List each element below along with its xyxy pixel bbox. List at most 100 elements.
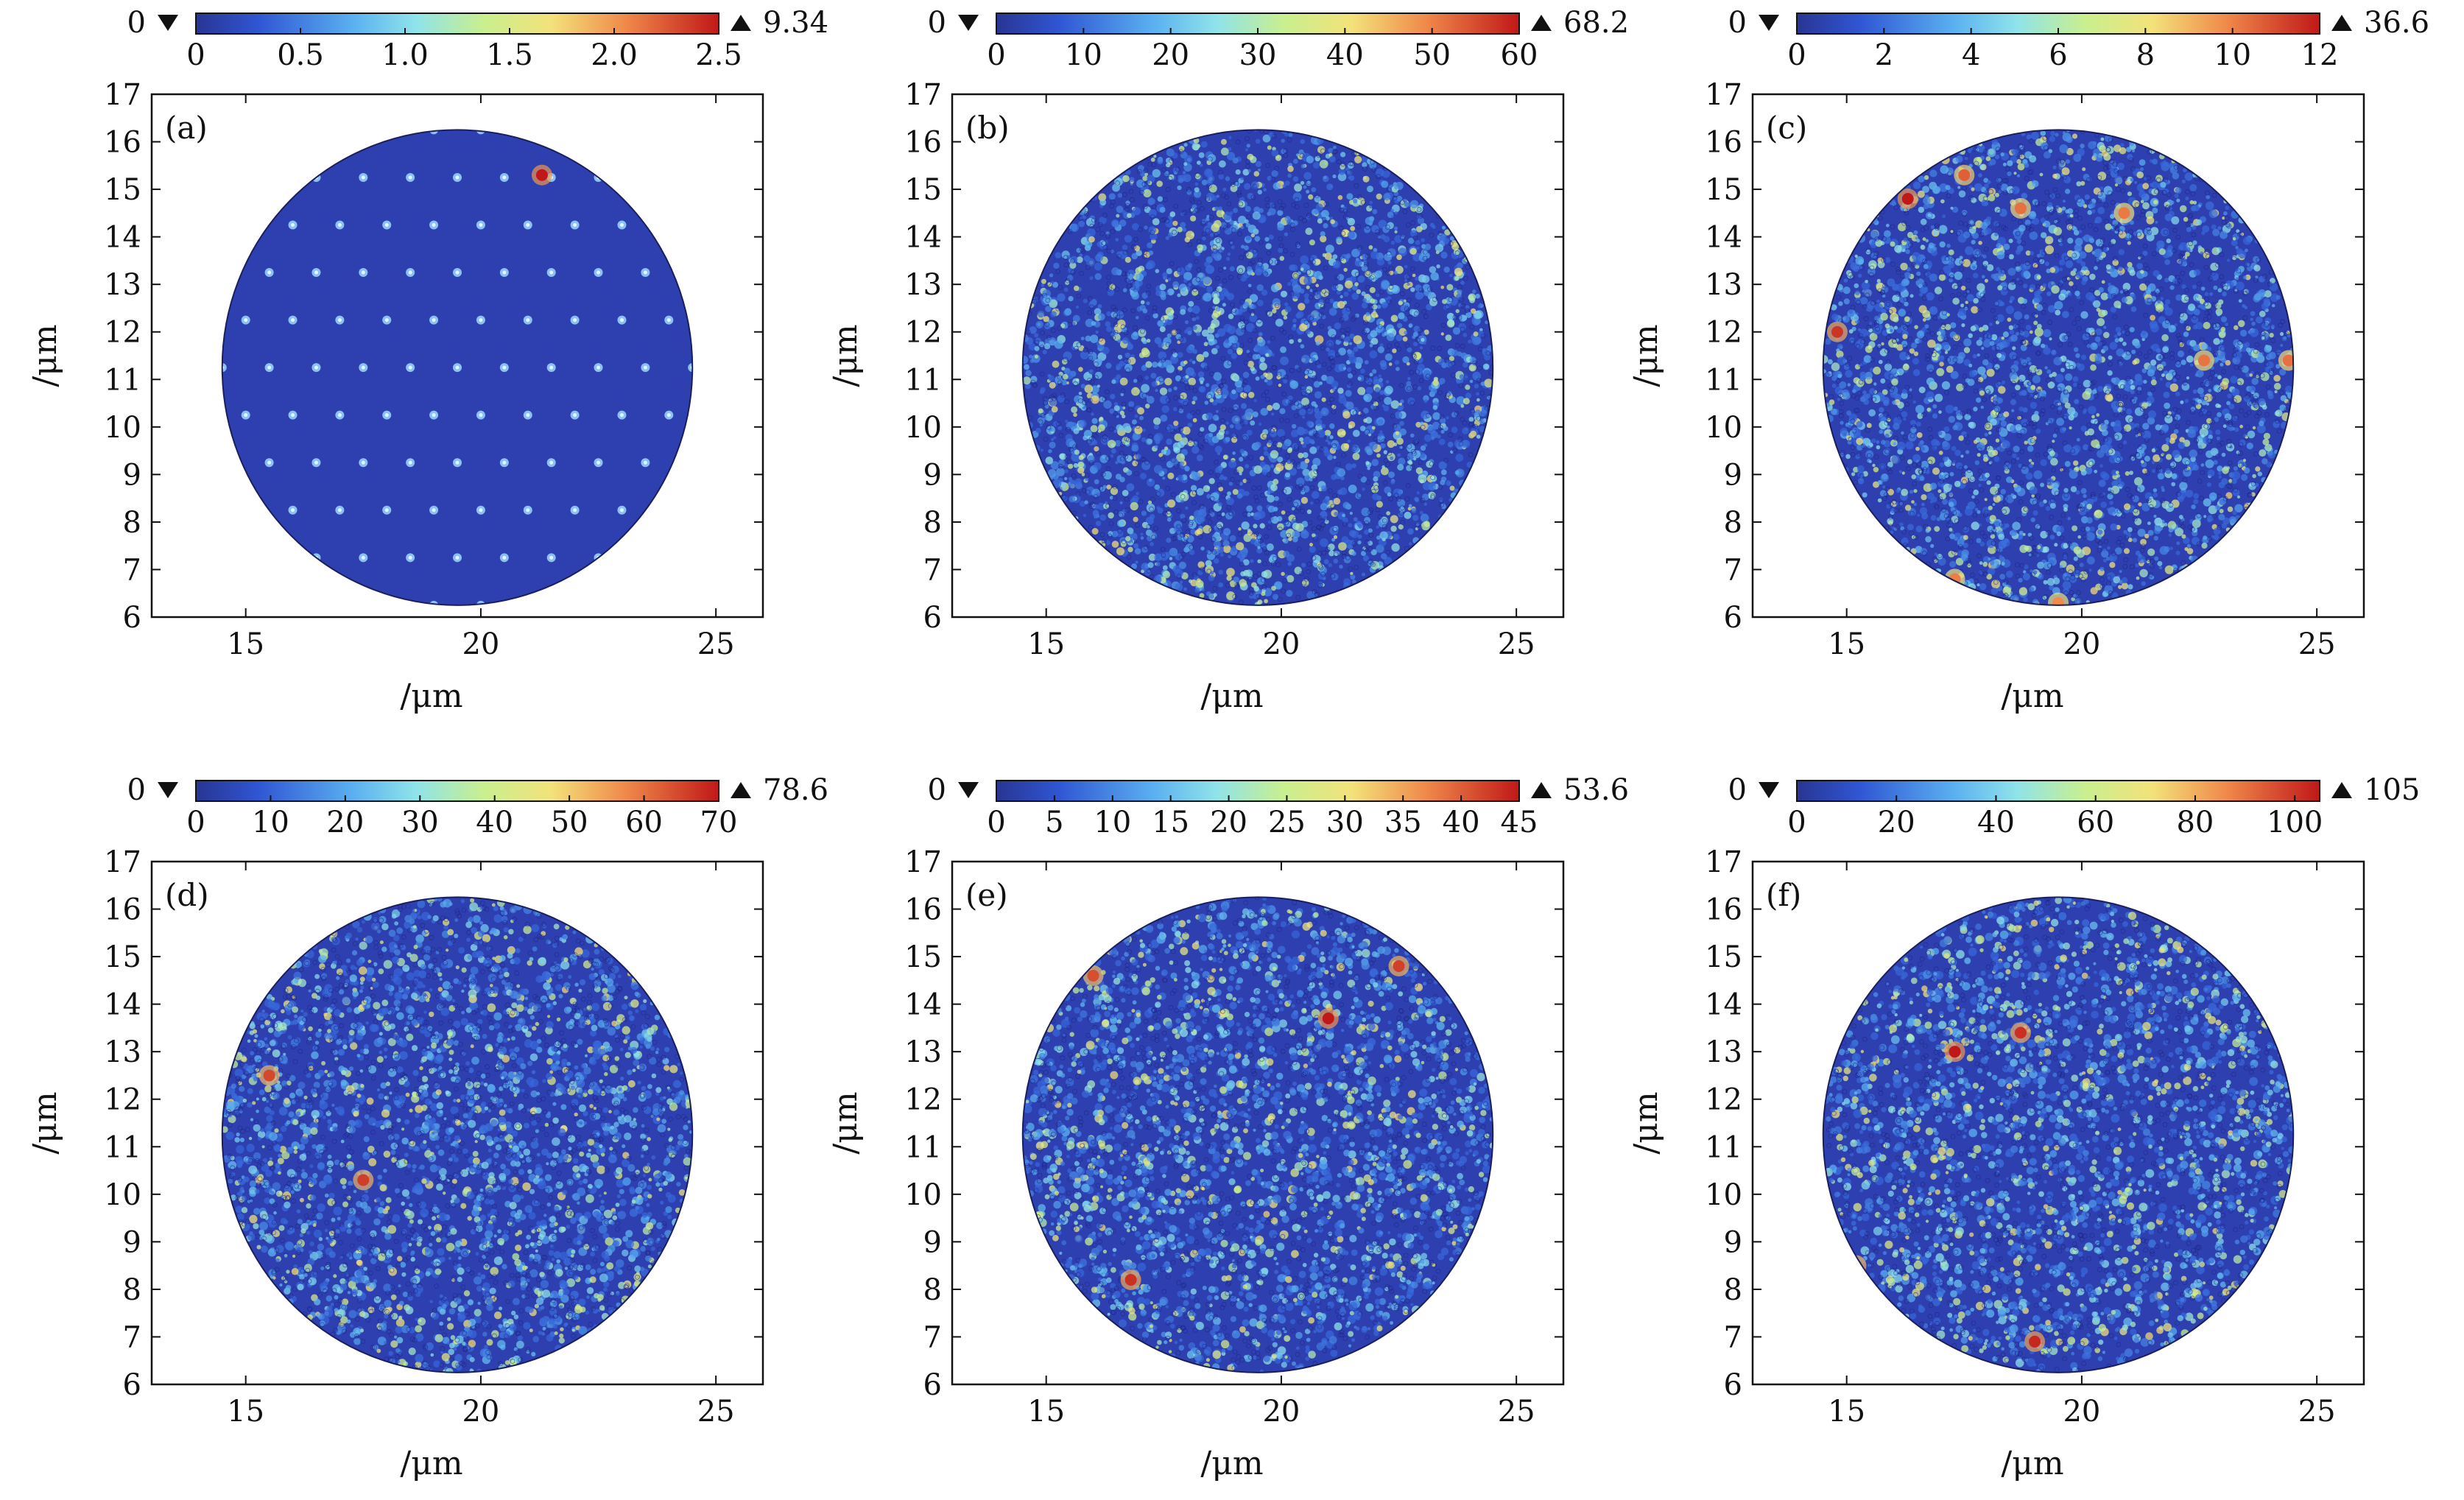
hotspot [263,1069,275,1082]
colorbar-tick-label: 2.5 [695,38,742,72]
colorbar-min-label: 0 [127,773,146,807]
colorbar-tick-label: 45 [1501,806,1538,839]
y-tick-label: 17 [904,845,942,879]
y-tick-label: 12 [104,316,141,350]
y-tick-label: 8 [1724,506,1742,540]
hotspot [1393,960,1405,972]
colorbar-d: 0 10 20 30 40 50 60 70 0 78.6 [127,773,829,839]
colorbar-tick-label: 10 [2214,38,2251,72]
colorbar-tick-label: 25 [1268,806,1306,839]
colorbar-max-label: 105 [2364,773,2420,807]
colorbar-gradient [1796,780,2320,802]
panel-label: (f) [1766,877,1801,913]
y-tick-label: 7 [123,1320,141,1354]
y-tick-label: 13 [1705,268,1742,302]
y-tick-label: 16 [1705,126,1742,160]
colorbar-gradient [996,780,1520,802]
y-tick-label: 14 [104,221,141,255]
y-tick-label: 15 [1705,173,1742,207]
x-axis-label: /μm [400,1445,462,1482]
x-tick-label: 20 [2063,1395,2100,1429]
colorbar-tick-label: 80 [2176,806,2214,839]
colorbar-tick-label: 0 [1787,806,1806,839]
colorbar-tick-label: 8 [2136,38,2155,72]
colorbar-c: 0 2 4 6 8 10 12 0 36.6 [1728,6,2430,72]
y-tick-label: 11 [904,363,942,397]
y-tick-label: 10 [104,1178,141,1212]
colorbar-tick-label: 0 [186,38,205,72]
colorbar-tick-label: 2 [1875,38,1893,72]
colorbar-min-label: 0 [127,6,146,40]
colorbar-tick-label: 10 [252,806,289,839]
x-tick-label: 20 [462,627,499,661]
x-tick-label: 25 [1498,627,1535,661]
panel-f: 0 20 40 60 80 100 0 105 15 20 25 6 7 8 9 10 11 12 13 14 15 16… [1627,773,2420,1482]
y-tick-label: 8 [923,506,942,540]
hotspot [1831,325,1843,338]
x-axis-label: /μm [1200,677,1263,715]
panel-label: (c) [1766,110,1807,146]
y-axis-label: /μm [1627,1091,1665,1154]
x-tick-label: 15 [1828,1395,1865,1429]
colorbar-tick-label: 0 [987,38,1005,72]
hotspot [2282,354,2294,367]
x-axis-label: /μm [2001,677,2063,715]
panel-c: 0 2 4 6 8 10 12 0 36.6 15 20 25 6 7 8 9 10 11 12 13 14 15 16 17… [1627,6,2429,715]
y-tick-label: 16 [1705,893,1742,927]
colorbar-gradient [195,13,719,35]
colorbar-max-label: 78.6 [763,773,828,807]
colorbar-tick-label: 0 [987,806,1005,839]
hotspot [2118,207,2130,219]
y-tick-label: 10 [904,411,942,445]
x-tick-label: 20 [1262,627,1300,661]
hotspot [2014,202,2027,214]
heatmap-domain-d [222,897,693,1373]
colorbar-tick-label: 20 [1152,38,1189,72]
plot-frame [951,860,1565,1386]
y-tick-label: 6 [923,1368,942,1402]
y-tick-label: 7 [923,1320,942,1354]
colorbar-tick-label: 20 [326,806,364,839]
colorbar-tick-label: 10 [1094,806,1131,839]
y-tick-label: 11 [104,363,141,397]
panel-label: (a) [165,110,208,146]
y-tick-label: 17 [104,78,141,112]
y-tick-label: 16 [904,893,942,927]
hotspot [2197,354,2210,367]
y-tick-label: 7 [1724,1320,1742,1354]
y-tick-label: 9 [123,458,141,492]
colorbar-min-label: 0 [928,773,946,807]
x-tick-label: 25 [697,627,735,661]
x-tick-label: 25 [2298,1395,2336,1429]
colorbar-tick-label: 0 [186,806,205,839]
x-tick-label: 20 [462,1395,499,1429]
y-tick-label: 11 [1705,363,1742,397]
colorbar-max-triangle-icon [2331,782,2352,798]
y-tick-label: 15 [1705,940,1742,974]
y-tick-label: 6 [123,1368,141,1402]
heatmap-domain-b [1022,130,1493,605]
hotspot [1087,969,1099,982]
heatmap-domain-a [222,130,693,605]
colorbar-tick-label: 0.5 [277,38,324,72]
colorbar-e: 0 5 10 15 20 25 30 35 40 45 0 53.6 [928,773,1630,839]
colorbar-max-triangle-icon [1531,782,1552,798]
y-tick-label: 11 [1705,1130,1742,1164]
y-tick-label: 16 [904,126,942,160]
y-tick-label: 16 [104,893,141,927]
y-axis-label: /μm [27,324,64,387]
x-axis-label: /μm [1200,1445,1263,1482]
y-tick-label: 9 [1724,458,1742,492]
colorbar-tick-label: 70 [700,806,738,839]
y-tick-label: 12 [904,1083,942,1117]
colorbar-tick-label: 20 [1210,806,1247,839]
y-tick-label: 8 [1724,1273,1742,1307]
x-tick-label: 25 [2298,627,2336,661]
domain-boundary [1822,896,2295,1373]
hotspot [535,169,548,181]
colorbar-b: 0 10 20 30 40 50 60 0 68.2 [928,6,1630,72]
colorbar-tick-label: 2.0 [591,38,638,72]
y-tick-label: 17 [904,78,942,112]
colorbar-min-triangle-icon [1759,15,1779,31]
colorbar-tick-label: 40 [476,806,513,839]
